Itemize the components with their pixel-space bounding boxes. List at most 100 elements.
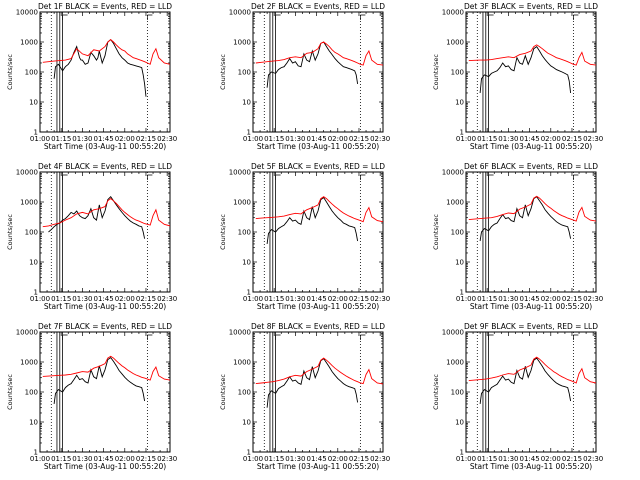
x-tick-label: 02:30 bbox=[157, 295, 177, 303]
x-tick-label: 02:00 bbox=[115, 295, 135, 303]
x-tick-label: 02:00 bbox=[328, 135, 348, 143]
chart-panel-3: 1 10 100 1000 10000 01:00 01:15 01:30 01:45 02:00… bbox=[432, 2, 603, 151]
x-tick-label: 01:15 bbox=[264, 295, 284, 303]
x-tick-label: 01:00 bbox=[30, 295, 50, 303]
y-tick-label: 1000 bbox=[446, 359, 464, 367]
x-tick-label: 01:45 bbox=[93, 295, 113, 303]
series-lld-line bbox=[255, 357, 383, 385]
chart-panel-9: 1 10 100 1000 10000 01:00 01:15 01:30 01:45 02:00… bbox=[432, 322, 603, 471]
x-tick-label: 02:30 bbox=[370, 135, 390, 143]
y-tick-label: 10 bbox=[29, 259, 38, 267]
chart-title: Det 7F BLACK = Events, RED = LLD bbox=[38, 322, 172, 331]
x-tick-label: 02:00 bbox=[541, 455, 561, 463]
y-tick-label: 10 bbox=[455, 99, 464, 107]
x-tick-label: 01:15 bbox=[264, 135, 284, 143]
x-tick-label: 02:15 bbox=[349, 295, 369, 303]
corner-marker bbox=[62, 174, 68, 180]
x-tick-label: 01:45 bbox=[93, 455, 113, 463]
chart-title: Det 1F BLACK = Events, RED = LLD bbox=[38, 2, 172, 11]
x-axis-label: Start Time (03-Aug-11 00:55:20) bbox=[257, 462, 379, 471]
x-tick-label: 01:15 bbox=[477, 455, 497, 463]
x-tick-label: 02:15 bbox=[349, 455, 369, 463]
y-tick-label: 10 bbox=[242, 259, 251, 267]
series-events-line bbox=[266, 41, 359, 88]
corner-marker bbox=[360, 174, 366, 180]
x-tick-label: 02:15 bbox=[136, 295, 156, 303]
chart-panel-6: 1 10 100 1000 10000 01:00 01:15 01:30 01:45 02:00… bbox=[432, 162, 603, 311]
y-tick-label: 1 bbox=[34, 289, 38, 297]
y-tick-label: 100 bbox=[451, 389, 464, 397]
x-tick-label: 01:00 bbox=[243, 455, 263, 463]
y-tick-label: 100 bbox=[25, 69, 38, 77]
x-axis-label: Start Time (03-Aug-11 00:55:20) bbox=[44, 462, 166, 471]
y-tick-label: 1000 bbox=[233, 359, 251, 367]
x-tick-label: 01:00 bbox=[456, 135, 476, 143]
y-tick-label: 1000 bbox=[446, 39, 464, 47]
x-tick-label: 02:15 bbox=[349, 135, 369, 143]
y-tick-label: 10 bbox=[455, 419, 464, 427]
x-tick-label: 01:00 bbox=[30, 455, 50, 463]
x-tick-label: 01:15 bbox=[51, 135, 71, 143]
y-tick-label: 1 bbox=[460, 289, 464, 297]
x-tick-label: 01:15 bbox=[477, 295, 497, 303]
y-axis-label: Counts/sec bbox=[6, 54, 14, 90]
x-tick-label: 02:00 bbox=[328, 455, 348, 463]
y-tick-label: 1000 bbox=[233, 199, 251, 207]
corner-marker bbox=[147, 14, 153, 20]
series-lld-line bbox=[468, 356, 596, 384]
series-events-line bbox=[266, 357, 359, 408]
y-tick-label: 1000 bbox=[233, 39, 251, 47]
y-tick-label: 100 bbox=[25, 229, 38, 237]
corner-marker bbox=[275, 174, 281, 180]
y-tick-label: 1000 bbox=[446, 199, 464, 207]
x-tick-label: 01:00 bbox=[456, 295, 476, 303]
x-tick-label: 01:00 bbox=[456, 455, 476, 463]
y-tick-label: 10 bbox=[242, 419, 251, 427]
y-tick-label: 10 bbox=[29, 419, 38, 427]
x-tick-label: 01:45 bbox=[519, 455, 539, 463]
y-axis-label: Counts/sec bbox=[6, 214, 14, 250]
y-tick-label: 10000 bbox=[229, 329, 251, 337]
series-events-line bbox=[53, 38, 147, 97]
x-tick-label: 02:30 bbox=[157, 135, 177, 143]
x-tick-label: 01:30 bbox=[285, 295, 305, 303]
y-tick-label: 100 bbox=[238, 389, 251, 397]
y-tick-label: 10000 bbox=[442, 329, 464, 337]
x-tick-label: 01:30 bbox=[72, 295, 92, 303]
series-lld-line bbox=[255, 196, 383, 223]
corner-marker bbox=[488, 14, 494, 20]
y-tick-label: 10 bbox=[29, 99, 38, 107]
series-events-line bbox=[479, 45, 572, 94]
x-tick-label: 01:45 bbox=[93, 135, 113, 143]
series-events-line bbox=[479, 357, 572, 404]
x-tick-label: 01:30 bbox=[498, 135, 518, 143]
corner-marker bbox=[275, 334, 281, 340]
x-axis-label: Start Time (03-Aug-11 00:55:20) bbox=[257, 302, 379, 311]
x-tick-label: 01:30 bbox=[498, 455, 518, 463]
series-events-line bbox=[479, 196, 572, 242]
series-lld-line bbox=[468, 195, 596, 222]
x-tick-label: 02:30 bbox=[370, 455, 390, 463]
series-lld-line bbox=[42, 39, 170, 65]
chart-title: Det 6F BLACK = Events, RED = LLD bbox=[464, 162, 598, 171]
x-tick-label: 01:30 bbox=[72, 135, 92, 143]
x-tick-label: 02:30 bbox=[583, 455, 603, 463]
y-tick-label: 10000 bbox=[442, 9, 464, 17]
y-tick-label: 1000 bbox=[20, 39, 38, 47]
y-tick-label: 1 bbox=[460, 129, 464, 137]
x-tick-label: 01:00 bbox=[30, 135, 50, 143]
series-lld-line bbox=[42, 355, 170, 381]
chart-panel-5: 1 10 100 1000 10000 01:00 01:15 01:30 01:45 02:00… bbox=[219, 162, 390, 311]
y-tick-label: 1 bbox=[34, 449, 38, 457]
x-tick-label: 02:15 bbox=[136, 135, 156, 143]
y-tick-label: 1 bbox=[34, 129, 38, 137]
x-tick-label: 01:45 bbox=[306, 135, 326, 143]
x-tick-label: 02:00 bbox=[328, 295, 348, 303]
y-axis-label: Counts/sec bbox=[432, 374, 440, 410]
chart-title: Det 3F BLACK = Events, RED = LLD bbox=[464, 2, 598, 11]
corner-marker bbox=[147, 334, 153, 340]
x-tick-label: 01:15 bbox=[477, 135, 497, 143]
y-axis-label: Counts/sec bbox=[219, 374, 227, 410]
corner-marker bbox=[573, 174, 579, 180]
